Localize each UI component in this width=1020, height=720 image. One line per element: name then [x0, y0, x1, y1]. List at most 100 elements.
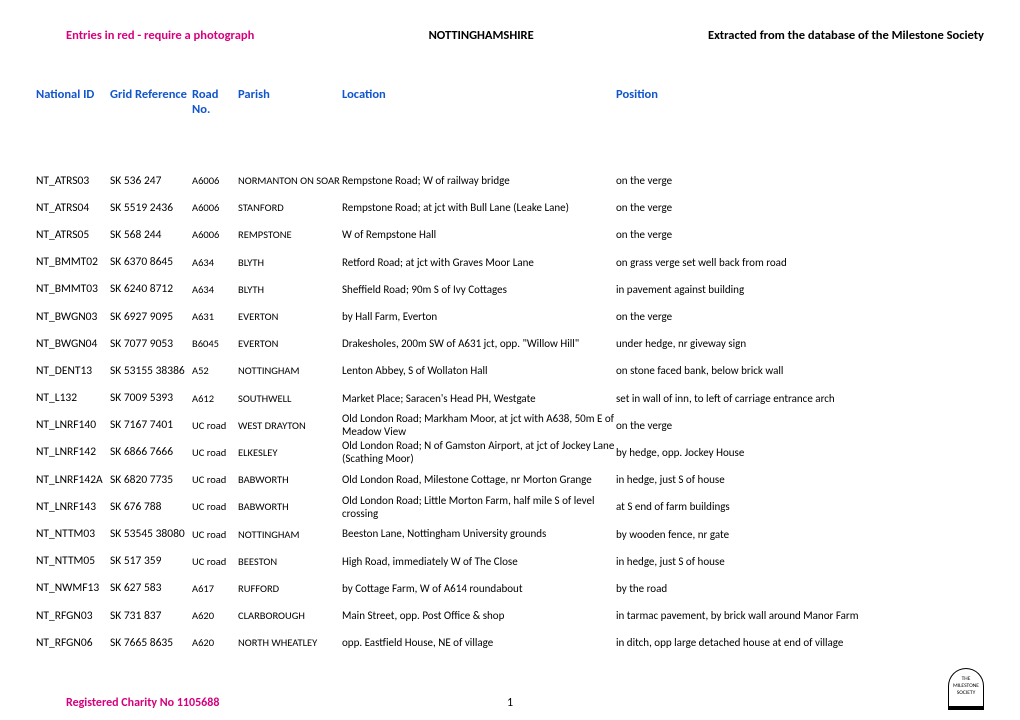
cell-parish: NOTTINGHAM — [238, 364, 342, 377]
header-title: NOTTINGHAMSHIRE — [429, 28, 534, 43]
cell-road-no: UC road — [192, 528, 238, 541]
cell-road-no: A6006 — [192, 174, 238, 187]
cell-national-id: NT_BMMT03 — [36, 282, 110, 296]
cell-national-id: NT_RFGN03 — [36, 609, 110, 623]
cell-position: by the road — [616, 582, 876, 595]
cell-grid-reference: SK 6927 9095 — [110, 310, 192, 324]
cell-location: Beeston Lane, Nottingham University grou… — [342, 527, 616, 540]
table-row: NT_RFGN06SK 7665 8635A620NORTH WHEATLEYo… — [36, 629, 984, 656]
cell-parish: STANFORD — [238, 201, 342, 214]
table-row: NT_L132SK 7009 5393A612SOUTHWELLMarket P… — [36, 385, 984, 412]
cell-parish: EVERTON — [238, 337, 342, 350]
col-parish: Parish — [238, 87, 342, 117]
cell-grid-reference: SK 6240 8712 — [110, 282, 192, 296]
cell-grid-reference: SK 676 788 — [110, 500, 192, 514]
cell-position: under hedge, nr giveway sign — [616, 337, 876, 350]
cell-grid-reference: SK 731 837 — [110, 609, 192, 623]
cell-road-no: A612 — [192, 392, 238, 405]
cell-position: on the verge — [616, 228, 876, 241]
table-row: NT_BWGN04SK 7077 9053B6045EVERTONDrakesh… — [36, 330, 984, 357]
cell-national-id: NT_ATRS03 — [36, 174, 110, 188]
cell-location: by Cottage Farm, W of A614 roundabout — [342, 582, 616, 595]
cell-national-id: NT_NTTM05 — [36, 554, 110, 568]
footer-charity: Registered Charity No 1105688 — [36, 696, 219, 710]
table-row: NT_ATRS05SK 568 244A6006REMPSTONEW of Re… — [36, 221, 984, 248]
table-row: NT_DENT13SK 53155 38386A52NOTTINGHAMLent… — [36, 357, 984, 384]
cell-location: Rempstone Road; W of railway bridge — [342, 174, 616, 187]
table-row: NT_LNRF142SK 6866 7666UC roadELKESLEYOld… — [36, 439, 984, 466]
cell-location: by Hall Farm, Everton — [342, 310, 616, 323]
cell-position: in pavement against building — [616, 283, 876, 296]
cell-position: by wooden fence, nr gate — [616, 528, 876, 541]
table-row: NT_LNRF143SK 676 788UC roadBABWORTHOld L… — [36, 493, 984, 520]
cell-grid-reference: SK 7009 5393 — [110, 391, 192, 405]
cell-national-id: NT_LNRF142A — [36, 473, 110, 487]
cell-road-no: A6006 — [192, 228, 238, 241]
cell-parish: SOUTHWELL — [238, 392, 342, 405]
header-right-note: Extracted from the database of the Miles… — [708, 28, 984, 43]
cell-location: Market Place; Saracen's Head PH, Westgat… — [342, 392, 616, 405]
column-headers: National ID Grid Reference Road No. Pari… — [36, 87, 984, 117]
cell-road-no: A634 — [192, 256, 238, 269]
header-left-note: Entries in red - require a photograph — [36, 28, 254, 43]
cell-national-id: NT_RFGN06 — [36, 636, 110, 650]
logo-line: THE — [949, 676, 983, 682]
cell-grid-reference: SK 5519 2436 — [110, 201, 192, 215]
cell-parish: NORMANTON ON SOAR — [238, 174, 342, 187]
cell-position: on the verge — [616, 174, 876, 187]
cell-national-id: NT_BWGN03 — [36, 310, 110, 324]
cell-location: Old London Road, Milestone Cottage, nr M… — [342, 473, 616, 486]
cell-position: in hedge, just S of house — [616, 473, 876, 486]
cell-national-id: NT_NWMF13 — [36, 581, 110, 595]
cell-road-no: UC road — [192, 473, 238, 486]
cell-national-id: NT_LNRF143 — [36, 500, 110, 514]
table-row: NT_BWGN03SK 6927 9095A631EVERTONby Hall … — [36, 303, 984, 330]
cell-grid-reference: SK 53545 38080 — [110, 527, 192, 541]
table-row: NT_BMMT02SK 6370 8645A634BLYTHRetford Ro… — [36, 249, 984, 276]
table-row: NT_NTTM05SK 517 359UC roadBEESTONHigh Ro… — [36, 548, 984, 575]
col-location: Location — [342, 87, 616, 117]
cell-parish: EVERTON — [238, 310, 342, 323]
cell-road-no: UC road — [192, 446, 238, 459]
cell-grid-reference: SK 7665 8635 — [110, 636, 192, 650]
cell-grid-reference: SK 6820 7735 — [110, 473, 192, 487]
cell-parish: WEST DRAYTON — [238, 419, 342, 432]
cell-grid-reference: SK 517 359 — [110, 554, 192, 568]
table-row: NT_LNRF140SK 7167 7401UC roadWEST DRAYTO… — [36, 412, 984, 439]
table-row: NT_ATRS03SK 536 247A6006NORMANTON ON SOA… — [36, 167, 984, 194]
cell-parish: RUFFORD — [238, 582, 342, 595]
cell-grid-reference: SK 7077 9053 — [110, 337, 192, 351]
cell-national-id: NT_ATRS04 — [36, 201, 110, 215]
cell-grid-reference: SK 53155 38386 — [110, 364, 192, 378]
cell-location: High Road, immediately W of The Close — [342, 555, 616, 568]
cell-parish: BLYTH — [238, 256, 342, 269]
cell-parish: NORTH WHEATLEY — [238, 636, 342, 649]
cell-road-no: UC road — [192, 555, 238, 568]
table-row: NT_NTTM03SK 53545 38080UC roadNOTTINGHAM… — [36, 520, 984, 547]
cell-road-no: A617 — [192, 582, 238, 595]
table-row: NT_NWMF13SK 627 583A617RUFFORDby Cottage… — [36, 575, 984, 602]
cell-parish: CLARBOROUGH — [238, 609, 342, 622]
cell-road-no: A631 — [192, 310, 238, 323]
cell-parish: BEESTON — [238, 555, 342, 568]
cell-position: on the verge — [616, 201, 876, 214]
cell-location: Main Street, opp. Post Office & shop — [342, 609, 616, 622]
cell-road-no: A52 — [192, 364, 238, 377]
footer-page-number: 1 — [507, 696, 513, 710]
table-row: NT_LNRF142ASK 6820 7735UC roadBABWORTHOl… — [36, 466, 984, 493]
cell-parish: BABWORTH — [238, 473, 342, 486]
cell-location: Old London Road; Markham Moor, at jct wi… — [342, 412, 616, 438]
table-row: NT_ATRS04SK 5519 2436A6006STANFORDRempst… — [36, 194, 984, 221]
cell-grid-reference: SK 536 247 — [110, 174, 192, 188]
cell-grid-reference: SK 568 244 — [110, 228, 192, 242]
cell-location: Retford Road; at jct with Graves Moor La… — [342, 256, 616, 269]
milestone-society-logo-icon: THE MILESTONE SOCIETY — [948, 668, 984, 710]
cell-road-no: A634 — [192, 283, 238, 296]
cell-position: in hedge, just S of house — [616, 555, 876, 568]
cell-location: Rempstone Road; at jct with Bull Lane (L… — [342, 201, 616, 214]
table-row: NT_BMMT03SK 6240 8712A634BLYTHSheffield … — [36, 276, 984, 303]
cell-position: at S end of farm buildings — [616, 500, 876, 513]
cell-location: Lenton Abbey, S of Wollaton Hall — [342, 364, 616, 377]
cell-parish: NOTTINGHAM — [238, 528, 342, 541]
cell-road-no: UC road — [192, 419, 238, 432]
